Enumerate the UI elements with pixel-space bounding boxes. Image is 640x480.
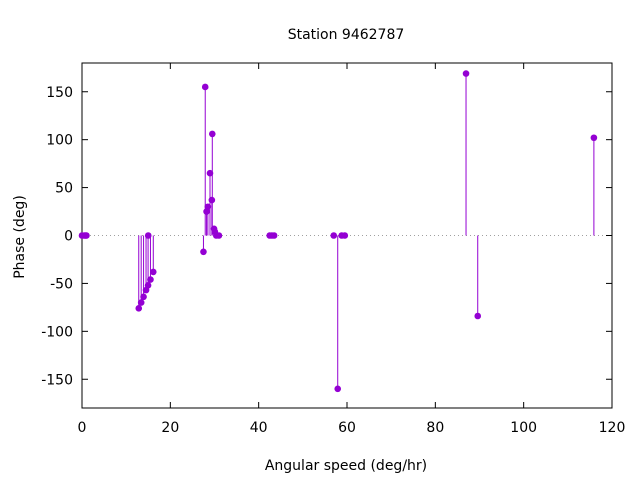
x-tick-label: 20	[161, 420, 179, 436]
data-point	[140, 293, 147, 301]
data-point	[147, 276, 154, 283]
data-point	[590, 134, 598, 142]
data-points	[78, 70, 598, 393]
data-point	[144, 232, 152, 239]
data-point	[206, 169, 214, 177]
chart-title: Station 9462787	[288, 27, 405, 43]
data-point	[201, 83, 209, 91]
x-tick-label: 60	[338, 420, 356, 436]
data-point	[330, 232, 338, 239]
x-tick-label: 40	[250, 420, 268, 436]
data-point	[135, 305, 143, 312]
x-tick-label: 120	[599, 420, 626, 436]
data-point	[149, 268, 157, 276]
y-tick-label: 150	[46, 85, 73, 101]
y-tick-label: -150	[41, 372, 73, 388]
data-point	[215, 232, 223, 239]
x-tick-label: 80	[426, 420, 444, 436]
data-point	[204, 203, 212, 211]
data-point	[200, 248, 207, 256]
data-point	[334, 385, 342, 393]
y-tick-label: -50	[50, 276, 73, 292]
data-point	[341, 232, 349, 239]
axis-ticks: 0 20 40 60 80 100 120 -150 -100 -50 0 50 100 150	[41, 63, 625, 436]
data-point	[83, 232, 90, 239]
data-point	[144, 282, 152, 289]
y-axis-label: Phase (deg)	[12, 195, 28, 279]
data-point	[208, 196, 216, 204]
data-point	[270, 232, 278, 239]
x-tick-label: 0	[78, 420, 87, 436]
impulse-stems	[138, 73, 595, 389]
x-axis-label: Angular speed (deg/hr)	[265, 458, 427, 474]
x-tick-label: 100	[510, 420, 537, 436]
y-tick-label: 0	[64, 229, 73, 245]
data-point	[462, 70, 470, 77]
y-tick-label: -100	[41, 324, 73, 340]
y-tick-label: 50	[55, 181, 73, 197]
data-point	[474, 312, 482, 320]
data-point	[137, 299, 145, 306]
data-point	[208, 130, 216, 138]
y-tick-label: 100	[46, 133, 73, 149]
